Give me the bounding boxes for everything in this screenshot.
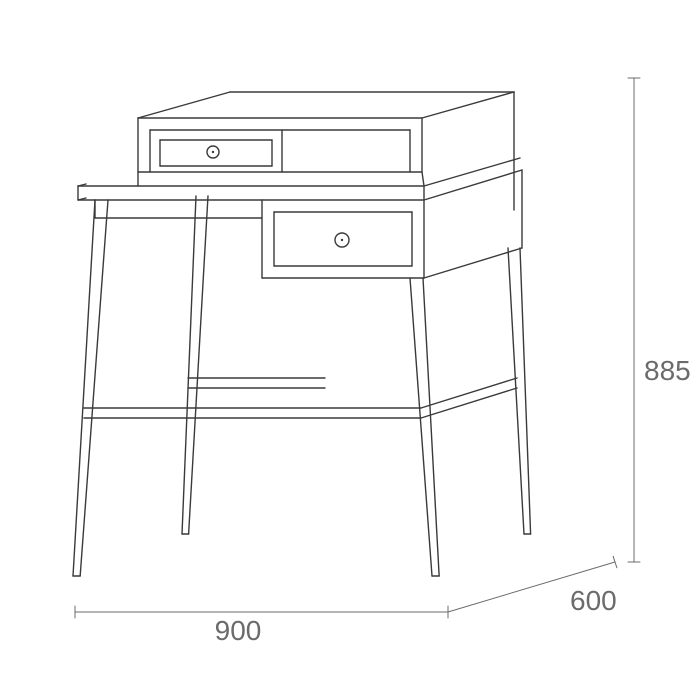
dimension-label: 900 [215,615,262,646]
dimension-diagram: 900 600 885 [0,0,700,700]
dimension-label: 600 [570,585,617,616]
dimension-label: 885 [644,355,691,386]
